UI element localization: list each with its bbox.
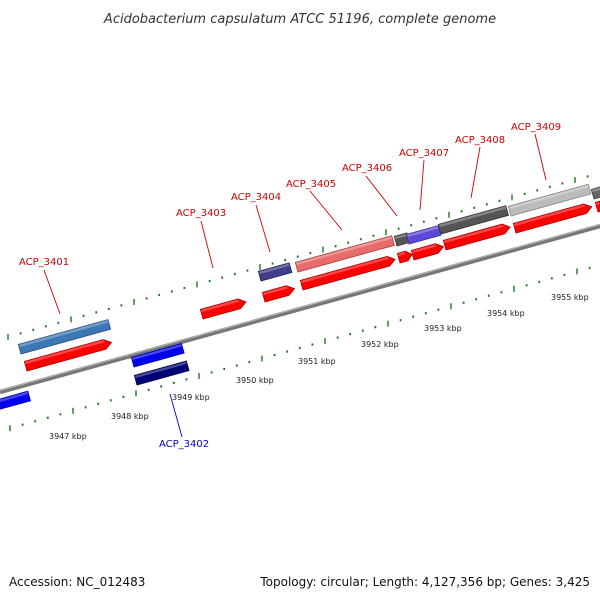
cds-arrow-acp3405 (299, 255, 396, 291)
scale-label: 3947 kbp (49, 432, 87, 441)
gene-label-acp-3409[interactable]: ACP_3409 (511, 122, 561, 133)
gene-leader-line (470, 146, 481, 199)
accession-text: Accession: NC_012483 (9, 575, 145, 589)
gene-leader-line (200, 220, 214, 269)
map-title: Acidobacterium capsulatum ATCC 51196, co… (103, 12, 496, 27)
gene-bar-acp3409 (507, 183, 592, 217)
scale-label: 3954 kbp (487, 309, 525, 318)
gene-label-acp-3402[interactable]: ACP_3402 (159, 439, 209, 450)
reverse-cds-acp3402 (130, 343, 185, 368)
cds-arrow-acp3404 (261, 285, 296, 303)
gene-leader-line (365, 175, 398, 217)
gene-bar-edge (590, 185, 600, 200)
scale-label: 3949 kbp (172, 393, 210, 402)
scale-label: 3955 kbp (551, 293, 589, 302)
gene-bar-acp3408 (437, 205, 509, 235)
scale-label: 3948 kbp (111, 412, 149, 421)
gene-bar-acp3406 (393, 232, 411, 247)
cds-arrow-acp3408 (442, 223, 511, 251)
gene-label-acp-3405[interactable]: ACP_3405 (286, 179, 336, 190)
outer-tick-ring (7, 175, 589, 340)
gene-label-acp-3406[interactable]: ACP_3406 (342, 163, 392, 174)
gene-leader-line (534, 133, 547, 181)
cds-arrow-edge (594, 200, 600, 213)
gene-label-acp-3403[interactable]: ACP_3403 (176, 208, 226, 219)
cds-arrow-acp3403 (199, 298, 247, 320)
scale-label: 3950 kbp (236, 376, 274, 385)
gene-bar-acp3405 (294, 235, 395, 273)
gene-bar-acp3401 (17, 319, 112, 355)
gene-labels: ACP_3401 ACP_3402 ACP_3403 ACP_3404 ACP_3405… (19, 122, 561, 450)
cds-arrow-acp3406 (396, 250, 413, 264)
gene-bar-acp3407 (405, 225, 442, 245)
gene-leader-line (169, 393, 183, 438)
inner-tick-ring (9, 266, 591, 432)
gene-leader-line (419, 159, 425, 211)
cds-arrow-acp3407 (410, 243, 445, 261)
gene-label-acp-3401[interactable]: ACP_3401 (19, 257, 69, 268)
reverse-cds-left (0, 390, 31, 413)
gene-label-acp-3408[interactable]: ACP_3408 (455, 135, 505, 146)
cds-arrow-acp3409 (512, 203, 593, 234)
gene-label-acp-3404[interactable]: ACP_3404 (231, 192, 281, 203)
gene-bar-acp3404 (257, 262, 293, 282)
scale-labels: 3947 kbp 3948 kbp 3949 kbp 3950 kbp 3951 kbp… (49, 293, 589, 441)
scale-label: 3952 kbp (361, 340, 399, 349)
reverse-gene-acp3402 (133, 360, 190, 386)
gene-leader-line (43, 269, 61, 315)
cds-arrow-acp3401 (23, 339, 113, 372)
feature-track (0, 183, 600, 413)
scale-label: 3951 kbp (298, 357, 336, 366)
gene-label-acp-3407[interactable]: ACP_3407 (399, 148, 449, 159)
genome-backbone (0, 223, 600, 395)
gene-leader-line (255, 204, 271, 253)
gene-leader-line (309, 190, 343, 231)
scale-label: 3953 kbp (424, 324, 462, 333)
genome-summary-text: Topology: circular; Length: 4,127,356 bp… (259, 575, 590, 589)
